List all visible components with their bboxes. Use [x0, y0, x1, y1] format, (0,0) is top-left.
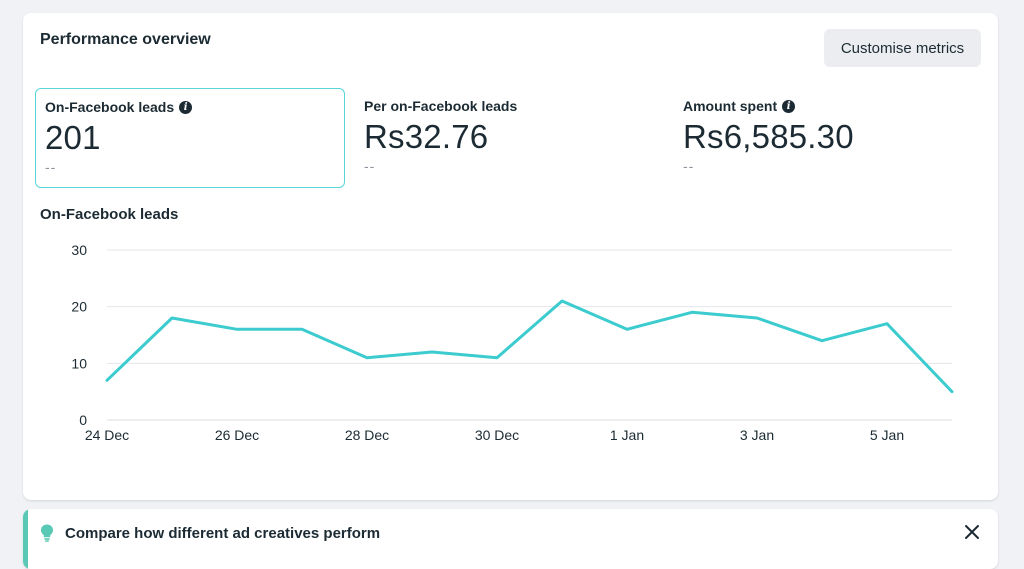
- metric-label: Per on-Facebook leads: [364, 98, 518, 114]
- info-icon[interactable]: i: [782, 99, 796, 113]
- x-tick-label: 26 Dec: [215, 427, 259, 443]
- banner-text: Compare how different ad creatives perfo…: [65, 525, 381, 542]
- metric-comparison: --: [45, 159, 57, 175]
- x-tick-label: 30 Dec: [475, 427, 519, 443]
- metric-label: Amount spent: [683, 98, 778, 114]
- x-tick-label: 3 Jan: [740, 427, 774, 443]
- x-tick-label: 1 Jan: [610, 427, 644, 443]
- x-tick-label: 24 Dec: [85, 427, 129, 443]
- metric-value: Rs6,585.30: [683, 118, 854, 155]
- x-tick-label: 5 Jan: [870, 427, 904, 443]
- y-tick-label: 0: [79, 412, 87, 428]
- y-tick-label: 20: [71, 299, 87, 315]
- metric-on-facebook-leads[interactable]: On-Facebook leads i 201 --: [35, 88, 345, 188]
- metric-label: On-Facebook leads: [45, 99, 175, 115]
- performance-overview-card: Performance overview Customise metrics O…: [23, 13, 998, 500]
- metric-per-on-facebook-leads[interactable]: Per on-Facebook leads Rs32.76 --: [355, 88, 665, 188]
- y-tick-label: 10: [71, 355, 87, 371]
- series-line: [105, 299, 954, 394]
- x-tick-label: 28 Dec: [345, 427, 389, 443]
- card-title: Performance overview: [40, 31, 211, 48]
- banner-accent: [23, 509, 28, 569]
- leads-line-chart: 0 10 20 30 24 Dec 26 Dec 28 Dec 30 Dec 1 Jan 3 Ja…: [71, 242, 954, 443]
- y-tick-label: 30: [71, 242, 87, 258]
- chart-title: On-Facebook leads: [40, 206, 179, 223]
- close-icon[interactable]: [963, 523, 981, 541]
- customise-metrics-button[interactable]: Customise metrics: [824, 29, 981, 67]
- lightbulb-icon: [41, 524, 53, 542]
- metric-comparison: --: [683, 158, 695, 174]
- compare-creatives-banner[interactable]: Compare how different ad creatives perfo…: [23, 509, 998, 569]
- metric-value: Rs32.76: [364, 118, 489, 155]
- metric-comparison: --: [364, 158, 376, 174]
- info-icon[interactable]: i: [179, 100, 193, 114]
- metric-value: 201: [45, 119, 101, 156]
- metric-amount-spent[interactable]: Amount spent i Rs6,585.30 --: [674, 88, 984, 188]
